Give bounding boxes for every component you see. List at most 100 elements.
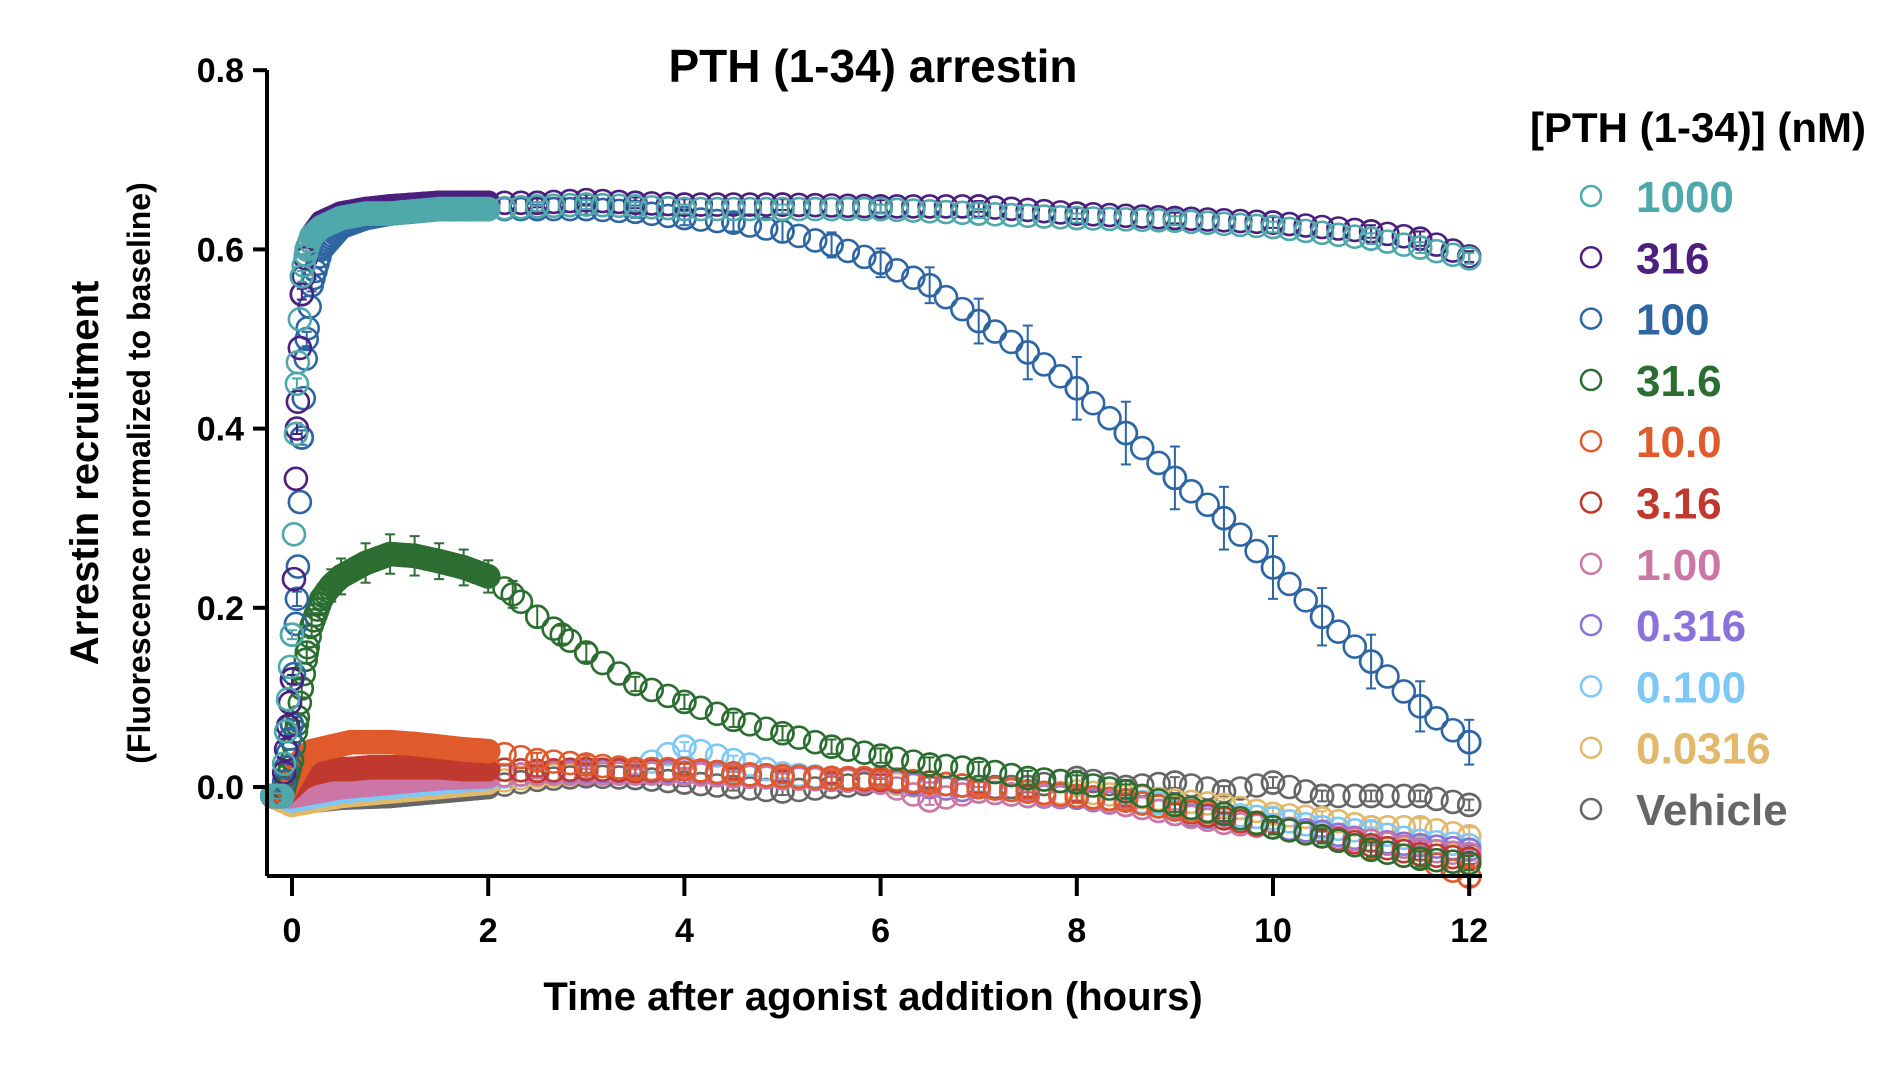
data-point-interp <box>287 690 313 716</box>
data-point-interp <box>1293 588 1318 613</box>
y-tick-label: 0.8 <box>197 52 244 90</box>
data-point-interp <box>283 421 309 447</box>
data-point-interp <box>786 223 812 249</box>
data-point-interp <box>1031 780 1057 806</box>
data-point-interp <box>492 576 517 601</box>
data-point-interp <box>1440 789 1466 815</box>
data-point-interp <box>900 265 926 291</box>
data-point-interp <box>285 349 311 375</box>
data-point-interp <box>275 686 301 712</box>
data-point-interp <box>1375 229 1400 254</box>
data-point-interp <box>1309 214 1335 240</box>
data-point-interp <box>524 604 550 630</box>
data-point-interp <box>273 737 299 762</box>
data-point-interp <box>1162 792 1188 818</box>
legend-marker-icon <box>1579 613 1603 637</box>
data-point-interp <box>786 196 812 222</box>
legend-item: 10.0 <box>1579 418 1722 467</box>
data-point-interp <box>900 768 926 794</box>
data-point-interp <box>1326 828 1351 854</box>
data-point-interp <box>884 258 910 283</box>
data-point-interp <box>835 737 861 762</box>
series-layer <box>260 187 1482 889</box>
data-point-interp <box>1228 522 1253 547</box>
data-point-interp <box>281 522 307 547</box>
x-tick-label: 6 <box>871 912 890 950</box>
data-point-interp <box>1375 783 1400 809</box>
data-point-interp <box>1407 235 1433 260</box>
data-point-interp <box>277 654 303 680</box>
data-point-interp <box>283 611 309 637</box>
data-point-interp <box>917 272 942 298</box>
legend-label: 100 <box>1636 296 1709 345</box>
data-point-interp <box>1228 806 1253 831</box>
data-point-interp <box>1015 203 1041 229</box>
data-point-interp <box>950 200 975 226</box>
data-point-interp <box>884 746 910 771</box>
data-point-interp <box>1456 246 1482 271</box>
data-point-interp <box>1293 820 1318 846</box>
data-point-interp <box>1031 352 1057 377</box>
data-point-interp <box>573 752 599 777</box>
x-tick-label: 10 <box>1254 912 1292 950</box>
data-point-interp <box>492 195 517 221</box>
series-1000 <box>260 192 1482 809</box>
data-point-interp <box>704 743 730 768</box>
data-point-interp <box>475 738 501 764</box>
data-point-interp <box>950 773 975 798</box>
legend-label: 0.316 <box>1636 602 1746 651</box>
data-point-interp <box>277 690 303 716</box>
data-point-interp <box>1048 364 1073 389</box>
data-point-interp <box>273 719 299 744</box>
data-point-interp <box>1358 649 1384 674</box>
data-point-interp <box>279 622 305 647</box>
data-point-interp <box>1391 843 1417 868</box>
data-point-interp <box>557 192 583 218</box>
x-tick-label: 12 <box>1450 912 1488 950</box>
data-point-interp <box>1277 818 1302 843</box>
data-point-interp <box>1358 837 1384 863</box>
x-tick-label: 8 <box>1067 912 1086 950</box>
data-point-interp <box>1293 812 1318 837</box>
data-point-interp <box>900 782 926 807</box>
data-point-interp <box>1162 208 1188 234</box>
data-point-interp <box>721 761 746 786</box>
data-point-interp <box>289 281 315 307</box>
y-tick-label: 0.6 <box>197 231 244 269</box>
data-point-interp <box>851 740 877 765</box>
data-point-interp <box>753 196 779 222</box>
data-point-interp <box>1015 197 1041 223</box>
legend-label: 316 <box>1636 234 1709 283</box>
legend-label: 3.16 <box>1636 480 1722 529</box>
data-point-interp <box>721 707 746 733</box>
data-point-interp <box>868 250 893 276</box>
data-point-interp <box>1407 783 1433 809</box>
x-tick-label: 2 <box>479 912 498 950</box>
data-point-interp <box>1391 223 1417 249</box>
data-point-interp <box>737 762 763 787</box>
data-point-interp <box>835 196 861 222</box>
legend-marker-icon <box>1579 184 1603 208</box>
data-point-interp <box>1260 214 1286 240</box>
data-point-interp <box>1358 226 1384 251</box>
data-point-interp <box>982 195 1008 220</box>
data-point-interp <box>1277 571 1302 597</box>
data-point-interp <box>655 741 681 767</box>
legend-items: 1000 316 100 31.6 10.0 3.16 1.00 0.316 0.100 0.03… <box>1579 173 1788 835</box>
data-point-interp <box>835 238 861 264</box>
data-point-interp <box>868 196 893 222</box>
data-point-interp <box>884 197 910 223</box>
data-point-interp <box>753 763 779 788</box>
data-point-interp <box>966 201 992 226</box>
data-point-interp <box>1228 212 1253 238</box>
legend-item: 31.6 <box>1579 357 1722 406</box>
data-point-interp <box>802 729 828 755</box>
data-point-interp <box>1195 798 1220 824</box>
data-point-interp <box>475 196 501 222</box>
data-point-interp <box>1391 783 1417 809</box>
data-point-interp <box>1424 847 1449 873</box>
data-point-interp <box>770 196 795 222</box>
data-point-interp <box>1456 792 1482 818</box>
data-point-interp <box>492 757 517 782</box>
